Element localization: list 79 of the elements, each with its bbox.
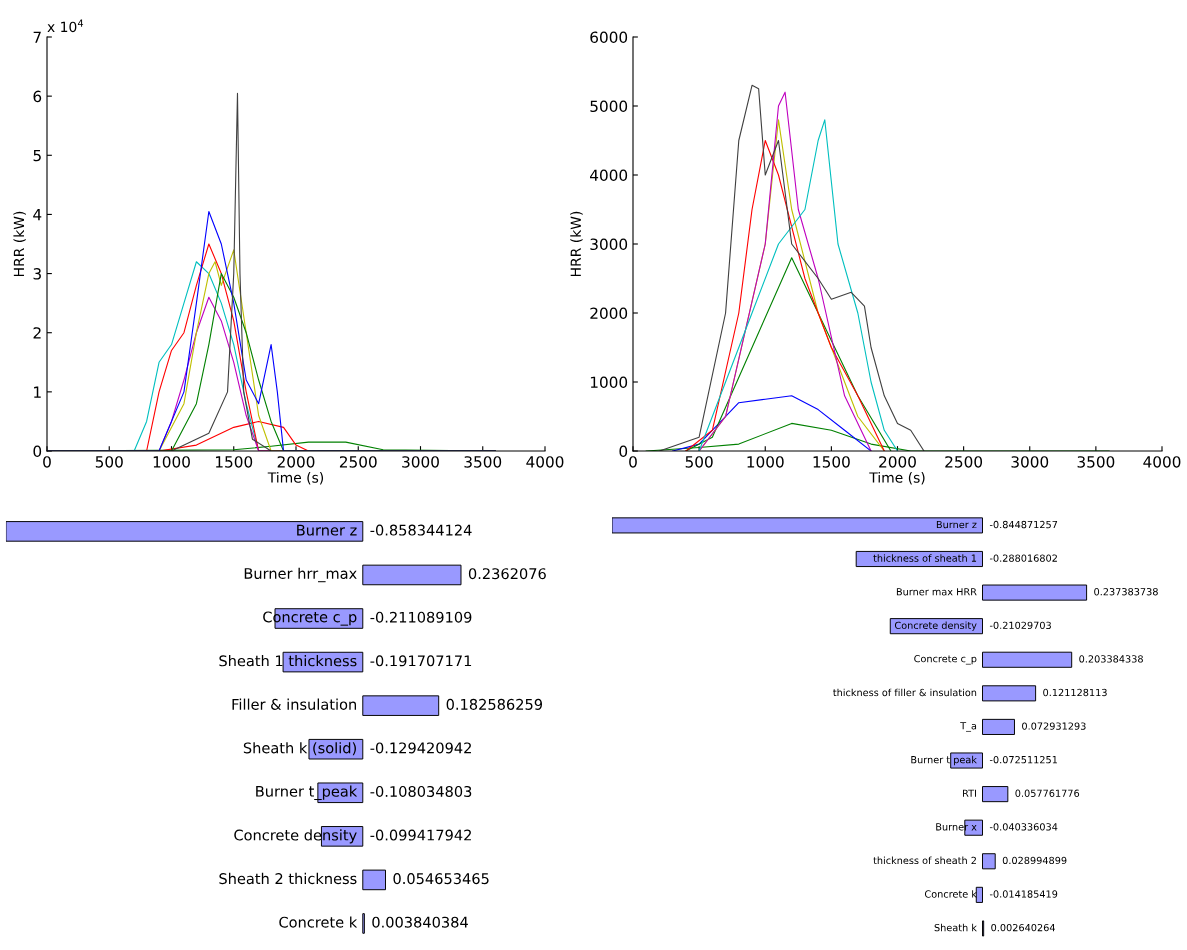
x-tick-label: 3500 — [464, 456, 502, 468]
data-label: -0.014185419 — [989, 890, 1058, 898]
y-tick-label: Concrete k — [279, 916, 358, 928]
data-label: 0.003840384 — [372, 916, 468, 928]
y-tick-label: Burner max HRR — [896, 588, 977, 596]
data-label: -0.858344124 — [370, 524, 472, 536]
y-tick-label: thickness of sheath 1 — [873, 554, 977, 562]
data-label: 0.057761776 — [1015, 789, 1080, 797]
data-label: -0.040336034 — [989, 823, 1058, 831]
data-label: 0.028994899 — [1002, 856, 1067, 865]
x-tick-label: 1000 — [153, 456, 190, 468]
y-tick-label: Concrete density — [894, 621, 977, 631]
y-tick-label: 3 — [33, 268, 41, 280]
y-tick-label: 5 — [33, 149, 41, 162]
y-tick-label: 2000 — [590, 307, 628, 320]
y-tick-label: Sheath 2 thickness — [219, 872, 357, 885]
x-tick-label: 500 — [685, 456, 713, 468]
x-tick-label: 1000 — [747, 456, 784, 468]
data-label: 0.002640264 — [991, 923, 1055, 932]
data-label: -0.844871257 — [989, 520, 1058, 529]
y-tick-label: Burner t peak — [911, 755, 977, 766]
y-tick-label: Burner z — [936, 521, 977, 529]
x-axis-title: Time (s) — [869, 472, 925, 485]
y-tick-label: Filler & insulation — [232, 698, 356, 710]
y-tick-label: Sheath k (solid) — [243, 742, 356, 756]
y-tick-label: Concrete c_p — [914, 655, 977, 665]
x-tick-label: 3000 — [1011, 456, 1049, 468]
y-tick-label: 4000 — [590, 169, 628, 182]
data-label: 0.237383738 — [1094, 588, 1158, 596]
y-tick-label: 6000 — [590, 31, 628, 44]
data-label: -0.099417942 — [370, 829, 471, 841]
x-tick-label: 4000 — [526, 456, 564, 468]
data-label: 0.121128113 — [1043, 688, 1107, 697]
y-tick-label: Sheath k — [934, 923, 977, 932]
x-tick-label: 3000 — [402, 456, 439, 468]
y-tick-label: thickness of filler & insulation — [833, 688, 977, 697]
data-label: -0.21029703 — [989, 621, 1051, 629]
data-label: 0.203384338 — [1079, 655, 1143, 663]
y-axis-title: HRR (kW) — [13, 211, 26, 277]
x-tick-label: 1500 — [215, 456, 253, 468]
y-tick-label: Concrete k — [924, 890, 977, 898]
data-label: 0.182586259 — [446, 698, 543, 710]
text: x 10$^{4}$ — [47, 19, 84, 33]
y-tick-label: Burner hrr_max — [244, 567, 357, 583]
data-label: -0.191707171 — [370, 655, 472, 667]
x-tick-label: 2500 — [945, 456, 983, 468]
x-axis-title: Time (s) — [267, 472, 324, 485]
y-tick-label: 2 — [33, 327, 41, 339]
y-tick-label: 5000 — [590, 100, 628, 113]
x-tick-label: 3500 — [1077, 456, 1115, 468]
x-tick-label: 500 — [95, 456, 123, 468]
data-label: 0.072931293 — [1022, 722, 1086, 730]
y-tick-label: 0 — [619, 445, 628, 458]
data-label: 0.054653465 — [393, 873, 489, 885]
y-tick-label: Sheath 1 thickness — [219, 655, 357, 667]
data-label: -0.211089109 — [370, 611, 472, 623]
x-tick-label: 0 — [629, 456, 637, 468]
data-label: -0.072511251 — [989, 755, 1057, 764]
y-tick-label: 1000 — [590, 376, 628, 389]
x-tick-label: 1500 — [813, 456, 850, 468]
x-tick-label: 4000 — [1143, 456, 1181, 468]
data-label: -0.129420942 — [370, 742, 471, 754]
data-label: -0.288016802 — [989, 554, 1057, 562]
y-tick-label: 7 — [33, 31, 41, 43]
y-tick-label: RTI — [963, 789, 976, 797]
y-tick-label: 3000 — [590, 238, 628, 251]
data-label: 0.2362076 — [468, 568, 546, 580]
y-tick-label: T_a — [960, 722, 977, 732]
data-label: -0.108034803 — [370, 785, 472, 798]
y-tick-label: 4 — [33, 209, 42, 221]
y-tick-label: 1 — [34, 386, 41, 398]
x-tick-label: 0 — [43, 456, 51, 468]
y-tick-label: Burner z — [297, 524, 357, 536]
y-tick-label: thickness of sheath 2 — [873, 856, 976, 865]
x-tick-label: 2500 — [339, 456, 377, 468]
y-axis-title: HRR (kW) — [570, 211, 583, 277]
y-tick-label: Concrete c_p — [263, 611, 357, 626]
y-tick-label: 6 — [33, 90, 42, 103]
y-tick-label: 0 — [33, 445, 42, 458]
